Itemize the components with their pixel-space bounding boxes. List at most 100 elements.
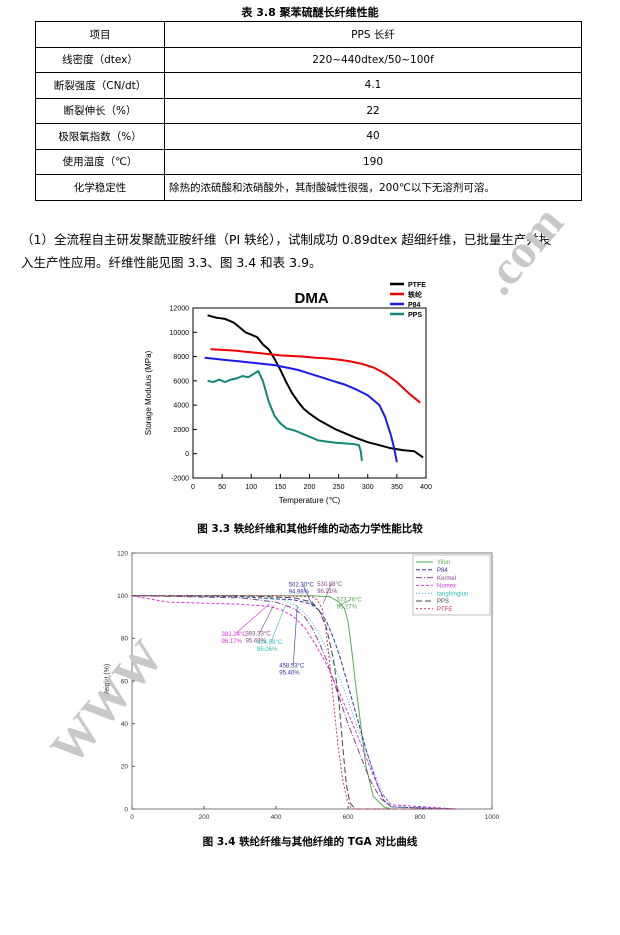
y-tick-label: -2000 [171,476,189,483]
table-cell: 断裂强度（CN/dt） [35,72,165,99]
table-cell: 4.1 [164,72,582,99]
legend-label: PTFE [408,282,426,289]
annotation-pointer [302,584,313,607]
y-tick-label: 80 [121,636,129,643]
x-tick-label: 0 [191,484,195,491]
series-line [204,356,398,463]
legend-label: tangfenglun [437,591,468,597]
x-tick-label: 100 [245,484,257,491]
paragraph-line: 入生产性应用。纤维性能见图 3.3、图 3.4 和表 3.9。 [21,255,322,270]
legend-label: 轶纶 [408,290,422,299]
y-axis-label: Storage Modulus (MPa) [144,350,153,435]
table-row: 使用温度（℃） 190 [35,148,582,175]
series-line [132,595,456,810]
x-tick-label: 350 [391,484,403,491]
x-tick-label: 400 [420,484,432,491]
figure-caption: 图 3.3 轶纶纤维和其他纤维的动态力学性能比较 [197,523,423,535]
table-cell: 化学稳定性 [35,174,165,201]
legend-label: PPS [437,599,449,605]
y-tick-label: 0 [185,451,189,458]
annotation-weight: 95.40% [279,670,300,676]
table-row: 断裂伸长（%） 22 [35,97,582,124]
annotation-pointer [235,603,270,634]
y-axis-label: Weight (%) [104,664,111,699]
legend-label: Yilun [437,560,450,566]
y-tick-label: 0 [124,806,128,813]
annotation-weight: 95.27% [337,605,358,611]
y-tick-label: 2000 [173,427,189,434]
table-caption: 表 3.8 聚苯硫醚长纤维性能 [241,6,379,19]
plot-frame [192,307,427,479]
table-row: 线密度（dtex） 220~440dtex/50~100f [35,46,582,73]
y-tick-label: 12000 [170,306,190,313]
annotation-weight: 95.40% [245,638,266,644]
table-cell: 极限氧指数（%） [35,123,165,150]
series-line [132,595,456,810]
series-line [131,595,457,810]
annotation-temp: 458.53°C [279,663,305,669]
x-tick-label: 200 [304,484,316,491]
legend-label: PTFE [437,607,452,613]
legend-label: Nomex [437,584,456,590]
y-tick-label: 120 [117,550,128,557]
x-tick-label: 150 [275,484,287,491]
legend-box [412,554,491,616]
y-tick-label: 10000 [170,330,190,337]
table-header-row: 项目 PPS 长纤 [35,21,582,48]
series-line [131,595,457,810]
series-line [210,348,421,404]
series-line [207,314,424,459]
annotation-temp: 393.33°C [245,631,271,637]
table-cell: 线密度（dtex） [35,46,165,73]
table-header-cell: PPS 长纤 [164,21,582,48]
table-cell: 190 [164,148,582,175]
chart-title: DMA [295,290,329,307]
body-paragraph: （1）全流程自主研发聚酰亚胺纤维（PI 轶纶），试制成功 0.89dtex 超细… [21,228,606,274]
paragraph-line: （1）全流程自主研发聚酰亚胺纤维（PI 轶纶），试制成功 0.89dtex 超细… [21,232,552,247]
legend-label: P84 [408,302,421,309]
annotation-weight: 96.21% [317,589,338,595]
y-tick-label: 60 [121,678,129,685]
annotation-pointer [259,605,274,634]
annotation-weight: 96.17% [222,639,243,645]
y-tick-label: 20 [121,764,129,771]
x-tick-label: 1000 [485,814,500,821]
table-cell: 220~440dtex/50~100f [164,46,582,73]
legend-label: PPS [408,312,422,319]
pps-properties-table: 项目 PPS 长纤 线密度（dtex） 220~440dtex/50~100f … [35,21,582,201]
table-cell: 40 [164,123,582,150]
y-tick-label: 6000 [173,378,189,385]
y-tick-label: 40 [121,721,129,728]
annotation-temp: 573.76°C [337,598,363,604]
legend-label: Kermel [437,576,456,582]
y-tick-label: 4000 [173,403,189,410]
table-cell: 断裂伸长（%） [35,97,165,124]
table-row: 断裂强度（CN/dt） 4.1 [35,72,582,99]
annotation-pointer [338,599,351,606]
table-cell: 使用温度（℃） [35,148,165,175]
x-tick-label: 300 [362,484,374,491]
table-row: 化学稳定性 除热的浓硫酸和浓硝酸外，其耐酸碱性很强，200℃以下无溶剂可溶。 [35,174,582,201]
x-tick-label: 800 [415,814,426,821]
y-tick-label: 100 [117,593,128,600]
x-axis-label: Temperature (℃) [279,496,341,505]
series-line [207,369,363,462]
table-cell: 除热的浓硫酸和浓硝酸外，其耐酸碱性很强，200℃以下无溶剂可溶。 [164,174,582,201]
table-header-cell: 项目 [35,21,165,48]
legend-label: P84 [437,568,448,574]
annotation-temp: 502.30°C [289,582,315,588]
table-row: 极限氧指数（%） 40 [35,123,582,150]
y-tick-label: 8000 [173,354,189,361]
annotation-weight: 94.98% [289,589,310,595]
x-tick-label: 400 [271,814,282,821]
tga-chart: 0 200 400 600 800 1000 0 20 40 60 80 100 120 Weight (… [104,550,500,821]
x-tick-label: 0 [130,814,134,821]
figure-caption: 图 3.4 轶纶纤维与其他纤维的 TGA 对比曲线 [202,836,418,848]
x-tick-label: 250 [333,484,345,491]
series-line [131,595,457,810]
annotation-pointer [292,605,298,666]
annotation-pointer [270,606,286,643]
table-cell: 22 [164,97,582,124]
x-tick-label: 600 [343,814,354,821]
